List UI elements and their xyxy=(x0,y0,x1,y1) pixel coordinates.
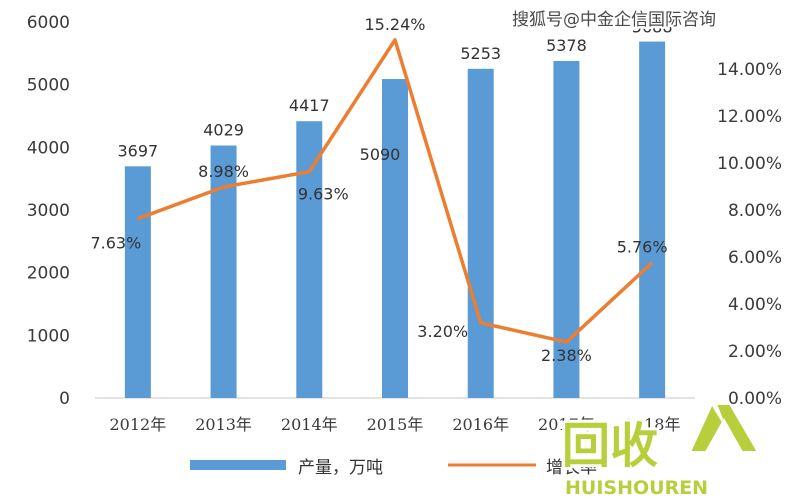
left-axis-tick-label: 6000 xyxy=(27,13,70,33)
watermark-text-fill: 搜狐号@中金企信国际咨询 xyxy=(512,10,716,30)
line-series-growth-rate: 7.63% 8.98% 9.63% 15.24% 3.20% 2.38% 5.76% xyxy=(90,15,667,365)
x-axis-tick-label: 2013年 xyxy=(195,415,252,434)
bar-value-label: 5253 xyxy=(460,44,501,63)
legend-swatch-production xyxy=(190,460,286,470)
bar-2 xyxy=(296,121,323,399)
x-axis-tick-label: 2018年 xyxy=(624,415,681,434)
legend-label-growth-rate: 增长率 xyxy=(546,458,597,478)
growth-rate-label: 2.38% xyxy=(541,346,592,365)
right-axis-tick-label: 12.00% xyxy=(717,107,782,127)
legend: 产量，万吨 增长率 xyxy=(190,458,597,478)
bar-0 xyxy=(124,166,151,398)
right-axis-tick-label: 10.00% xyxy=(717,154,782,174)
left-axis-tick-label: 3000 xyxy=(27,201,70,221)
legend-label-production: 产量，万吨 xyxy=(298,458,383,478)
x-axis-tick-labels: 2012年 2013年 2014年 2015年 2016年 2017年 2018年 xyxy=(109,415,680,434)
growth-rate-label: 5.76% xyxy=(617,238,668,257)
watermark-logo-person-icon xyxy=(688,401,760,453)
bar-value-label: 4417 xyxy=(289,96,330,115)
left-axis-tick-label: 4000 xyxy=(27,138,70,158)
watermark-text-halo: 搜狐号@中金企信国际咨询 xyxy=(512,10,716,30)
bar-4 xyxy=(467,68,494,398)
left-axis-tick-label: 0 xyxy=(59,389,70,409)
right-axis-tick-label: 2.00% xyxy=(728,342,782,362)
right-axis: 0.00% 2.00% 4.00% 6.00% 8.00% 10.00% 12.00% 14.… xyxy=(717,60,782,409)
x-axis-tick-label: 2016年 xyxy=(452,415,509,434)
growth-rate-label: 8.98% xyxy=(198,162,249,181)
x-axis-tick-label: 2014年 xyxy=(281,415,338,434)
watermark-text: 搜狐号@中金企信国际咨询 搜狐号@中金企信国际咨询 xyxy=(510,8,719,33)
bar-3 xyxy=(382,79,408,398)
watermark-logo-sub: HUISHOUREN xyxy=(565,477,708,499)
left-axis: 0 1000 2000 3000 4000 5000 6000 xyxy=(27,13,70,409)
left-axis-tick-label: 2000 xyxy=(27,264,70,284)
left-axis-tick-label: 5000 xyxy=(27,76,70,96)
growth-rate-label: 3.20% xyxy=(417,322,468,341)
growth-rate-label: 15.24% xyxy=(364,15,425,34)
growth-rate-label: 9.63% xyxy=(298,185,349,204)
right-axis-tick-label: 4.00% xyxy=(728,295,782,315)
left-axis-tick-label: 1000 xyxy=(27,326,70,346)
bar-6 xyxy=(639,41,666,398)
bar-value-label: 5090 xyxy=(360,145,401,164)
bar-1 xyxy=(210,145,237,398)
watermark-logo-sub-halo: HUISHOUREN xyxy=(565,477,708,499)
watermark-logo: 回收 回收 HUISHOUREN HUISHOUREN xyxy=(559,401,760,500)
bar-value-label: 4029 xyxy=(203,121,244,140)
growth-rate-line xyxy=(137,38,654,344)
right-axis-tick-label: 14.00% xyxy=(717,60,782,80)
bar-series-production: 3697 4029 4417 5090 5253 5378 5688 xyxy=(117,18,673,399)
watermark-logo-main: 回收 xyxy=(562,418,658,474)
bar-value-label: 5688 xyxy=(632,18,673,37)
x-axis-tick-label: 2012年 xyxy=(109,415,166,434)
growth-rate-label: 7.63% xyxy=(90,234,141,253)
right-axis-tick-label: 8.00% xyxy=(728,201,782,221)
right-axis-tick-label: 6.00% xyxy=(728,248,782,268)
bar-value-label: 3697 xyxy=(117,141,158,160)
x-axis-tick-label: 2017年 xyxy=(538,415,595,434)
x-axis-tick-label: 2015年 xyxy=(367,415,424,434)
watermark-logo-main-halo: 回收 xyxy=(562,418,658,474)
bar-value-label: 5378 xyxy=(546,36,587,55)
right-axis-tick-label: 0.00% xyxy=(728,389,782,409)
